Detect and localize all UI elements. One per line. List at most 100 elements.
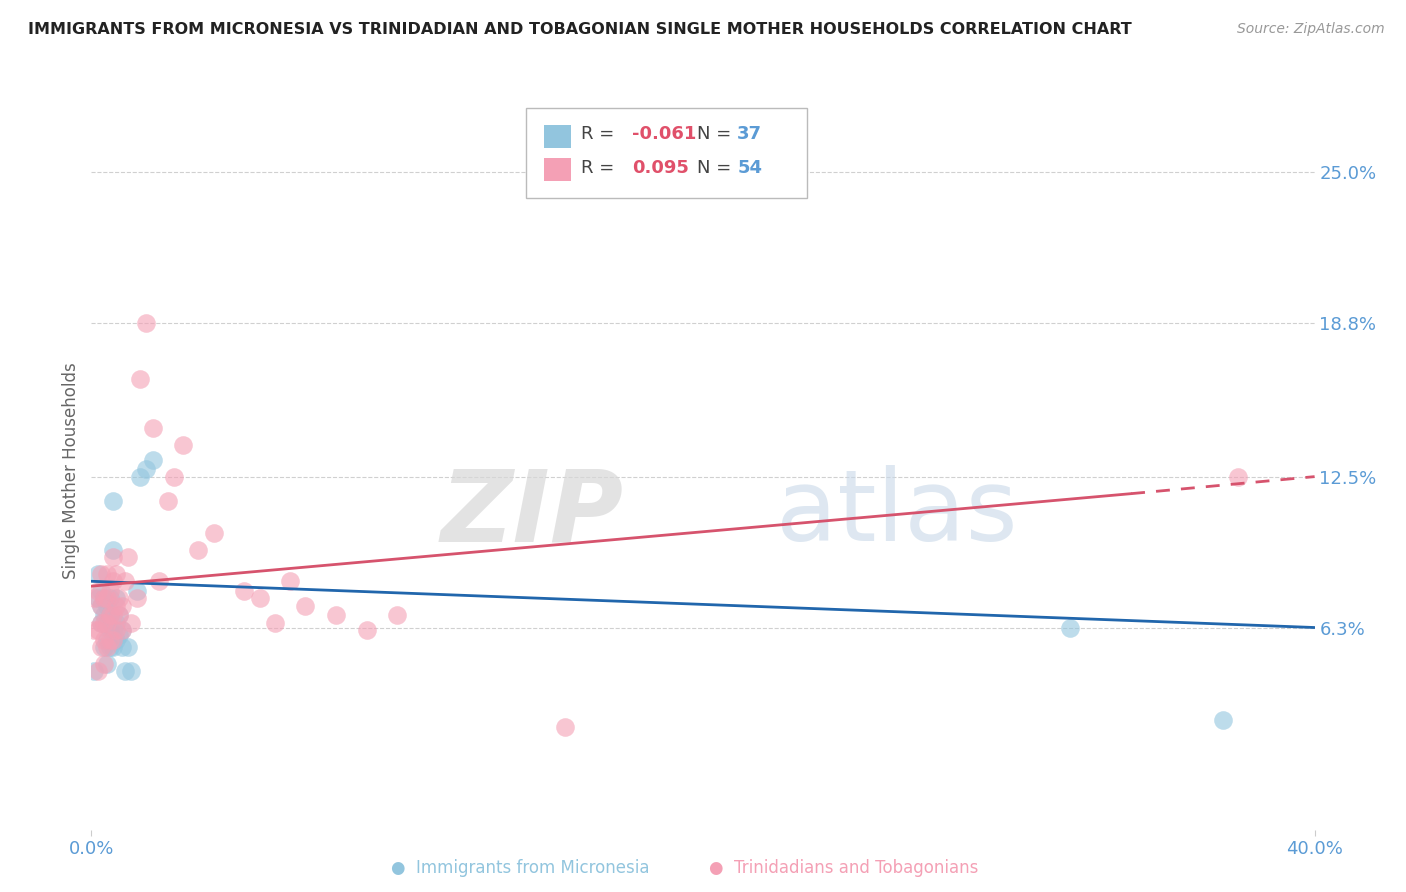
Point xyxy=(90,566,112,581)
Text: -0.061: -0.061 xyxy=(633,126,696,144)
Point xyxy=(101,623,124,637)
Point xyxy=(127,584,149,599)
Point xyxy=(111,623,134,637)
Point xyxy=(120,615,142,630)
Point xyxy=(233,584,256,599)
Point xyxy=(90,640,112,654)
Point xyxy=(101,632,124,647)
Point xyxy=(86,665,108,679)
Point xyxy=(104,615,127,630)
Point xyxy=(148,574,170,589)
Point xyxy=(98,608,121,623)
Point xyxy=(90,584,112,599)
Text: R =: R = xyxy=(581,159,620,177)
Point xyxy=(1212,713,1234,727)
Point xyxy=(83,665,105,679)
Point xyxy=(93,591,115,606)
Point xyxy=(90,599,112,613)
Point xyxy=(104,566,127,581)
Point xyxy=(86,566,108,581)
Point xyxy=(101,494,124,508)
Point xyxy=(127,591,149,606)
Point xyxy=(104,591,127,606)
Point xyxy=(325,608,347,623)
Point xyxy=(96,657,118,671)
Point xyxy=(385,608,409,623)
Point xyxy=(114,574,136,589)
Point xyxy=(86,584,108,599)
Point xyxy=(202,525,225,540)
Point xyxy=(90,615,112,630)
Point xyxy=(101,574,124,589)
Point xyxy=(117,549,139,564)
Text: R =: R = xyxy=(581,126,620,144)
Point xyxy=(108,608,131,623)
Point xyxy=(117,640,139,654)
Point xyxy=(108,591,131,606)
Point xyxy=(83,623,105,637)
Point xyxy=(135,462,157,476)
Point xyxy=(93,608,115,623)
Point xyxy=(356,623,378,637)
Point xyxy=(554,720,576,734)
Text: ●  Immigrants from Micronesia: ● Immigrants from Micronesia xyxy=(391,859,650,877)
Point xyxy=(98,623,121,637)
Point xyxy=(111,623,134,637)
Bar xyxy=(544,125,571,148)
Point xyxy=(96,615,118,630)
Point xyxy=(93,591,115,606)
Point xyxy=(1059,621,1081,635)
Point xyxy=(1227,469,1250,483)
Point xyxy=(104,623,127,637)
Point xyxy=(93,657,115,671)
Point xyxy=(86,591,108,606)
Point xyxy=(96,632,118,647)
Point xyxy=(114,665,136,679)
Point xyxy=(83,591,105,606)
Text: ●  Trinidadians and Tobagonians: ● Trinidadians and Tobagonians xyxy=(709,859,979,877)
Point xyxy=(101,542,124,557)
Point xyxy=(108,628,131,642)
Point xyxy=(101,549,124,564)
Text: 37: 37 xyxy=(737,126,762,144)
Point xyxy=(187,542,209,557)
Point xyxy=(135,316,157,330)
Point xyxy=(294,599,316,613)
Point xyxy=(156,494,179,508)
Point xyxy=(104,599,127,613)
Point xyxy=(108,608,131,623)
Point xyxy=(141,452,163,467)
Point xyxy=(172,438,194,452)
Point xyxy=(93,640,115,654)
Bar xyxy=(544,158,571,181)
FancyBboxPatch shape xyxy=(526,108,807,198)
Point xyxy=(96,640,118,654)
Point xyxy=(98,584,121,599)
Point xyxy=(96,615,118,630)
Text: ZIP: ZIP xyxy=(440,465,623,562)
Point xyxy=(86,623,108,637)
Point xyxy=(98,608,121,623)
Point xyxy=(101,608,124,623)
Point xyxy=(93,615,115,630)
Point xyxy=(101,640,124,654)
Text: atlas: atlas xyxy=(776,465,1018,562)
Point xyxy=(163,469,186,483)
Text: IMMIGRANTS FROM MICRONESIA VS TRINIDADIAN AND TOBAGONIAN SINGLE MOTHER HOUSEHOLD: IMMIGRANTS FROM MICRONESIA VS TRINIDADIA… xyxy=(28,22,1132,37)
Point xyxy=(129,372,152,386)
Text: N =: N = xyxy=(697,159,737,177)
Point xyxy=(90,599,112,613)
Point xyxy=(129,469,152,483)
Y-axis label: Single Mother Households: Single Mother Households xyxy=(62,362,80,579)
Point xyxy=(98,591,121,606)
Point xyxy=(96,591,118,606)
Point xyxy=(98,640,121,654)
Point xyxy=(98,632,121,647)
Text: 0.095: 0.095 xyxy=(633,159,689,177)
Point xyxy=(111,640,134,654)
Point xyxy=(90,615,112,630)
Point xyxy=(141,421,163,435)
Point xyxy=(96,599,118,613)
Point xyxy=(104,632,127,647)
Text: 54: 54 xyxy=(737,159,762,177)
